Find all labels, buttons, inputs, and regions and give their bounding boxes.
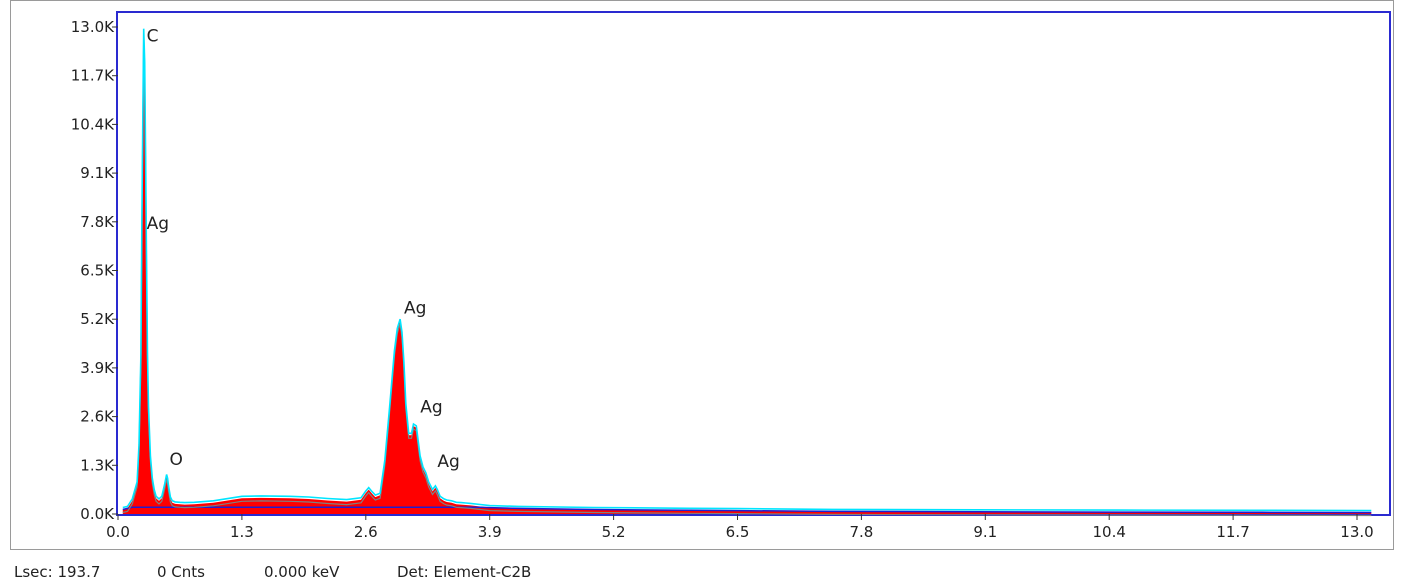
- detector-name: Det: Element-C2B: [397, 563, 532, 581]
- x-axis: 0.0 1.3 2.6 3.9 5.2 6.5 7.8 9.1 10.4 11.7 13.0: [106, 514, 1374, 541]
- x-tick-label: 5.2: [602, 523, 626, 541]
- x-tick-label: 2.6: [354, 523, 378, 541]
- y-tick-label: 1.3K: [80, 456, 115, 474]
- energy-readout: 0.000 keV: [264, 563, 340, 581]
- peak-label: O: [170, 450, 183, 470]
- x-tick-label: 10.4: [1092, 523, 1125, 541]
- y-axis: 0.0K 1.3K 2.6K 3.9K 5.2K 6.5K 7.8K 9.1K 10.4K 11.…: [71, 18, 118, 523]
- spectrum-fill-layer: [122, 30, 1372, 514]
- status-bar: Lsec: 193.7 0 Cnts 0.000 keV Det: Elemen…: [14, 563, 1394, 585]
- live-seconds: Lsec: 193.7: [14, 563, 101, 581]
- spectrum-outline: [122, 28, 1372, 512]
- peak-label: Ag: [420, 398, 442, 418]
- y-tick-label: 11.7K: [71, 67, 115, 85]
- y-tick-label: 2.6K: [80, 408, 115, 426]
- peak-labels: C Ag O Ag Ag Ag: [147, 27, 460, 472]
- x-tick-label: 0.0: [106, 523, 130, 541]
- y-tick-label: 13.0K: [71, 18, 115, 36]
- x-tick-label: 11.7: [1216, 523, 1249, 541]
- y-tick-label: 5.2K: [80, 310, 115, 328]
- y-tick-label: 3.9K: [80, 359, 115, 377]
- y-tick-label: 10.4K: [71, 115, 115, 133]
- x-tick-label: 1.3: [230, 523, 254, 541]
- counts-readout: 0 Cnts: [157, 563, 205, 581]
- peak-label: Ag: [404, 298, 426, 318]
- y-tick-label: 0.0K: [80, 505, 115, 523]
- y-tick-label: 6.5K: [80, 262, 115, 280]
- y-tick-label: 7.8K: [80, 213, 115, 231]
- x-tick-label: 9.1: [973, 523, 997, 541]
- spectrum-fill: [122, 30, 1372, 514]
- peak-label: Ag: [437, 452, 459, 472]
- peak-label: Ag: [147, 214, 169, 234]
- x-tick-label: 3.9: [478, 523, 502, 541]
- x-tick-label: 7.8: [849, 523, 873, 541]
- y-tick-label: 9.1K: [80, 164, 115, 182]
- x-tick-label: 13.0: [1340, 523, 1373, 541]
- spectrum-line-layer: [122, 28, 1372, 517]
- plot-area-border: [116, 11, 1391, 516]
- fit-line: [122, 33, 1372, 517]
- x-tick-label: 6.5: [726, 523, 750, 541]
- chart-frame: [10, 0, 1394, 550]
- peak-label: C: [147, 27, 159, 47]
